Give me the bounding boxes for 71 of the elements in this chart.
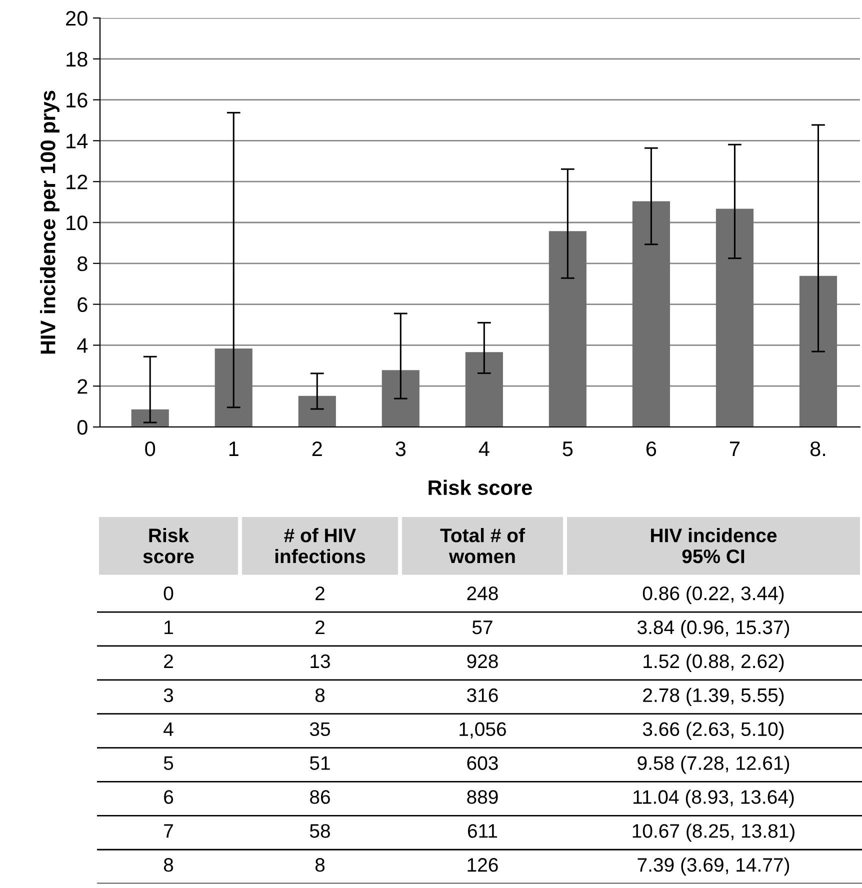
text: 86 [310,790,330,804]
bar [382,370,420,427]
text: 0.86 (0.22, 3.44) [642,586,784,604]
text: 9.58 (7.28, 12.61) [638,756,790,774]
text: 51 [310,756,330,770]
text: 126 [468,858,498,872]
text: Total # of women [440,528,526,564]
text: 57 [472,620,492,634]
bar [632,201,670,427]
text: 8 [315,858,325,872]
text: 58 [310,824,330,838]
y-axis-title: HIV incidence per 100 prys [40,90,60,354]
text: # of HIV infections [275,528,366,564]
text: 3 [164,688,174,702]
y-tick-label: 18 [66,52,88,67]
text: 10.67 (8.25, 13.81) [632,824,794,842]
text: 7 [164,824,173,838]
text: 1 [164,620,173,634]
text: 316 [467,688,498,702]
x-tick-label: 0 [145,441,156,456]
text: 3.84 (0.96, 15.37) [637,620,790,638]
y-tick-label: 2 [78,379,88,394]
x-tick-label: 8. [810,441,826,456]
bar [716,208,754,427]
y-tick-label: 20 [66,11,88,26]
text: 603 [467,756,498,770]
y-tick-label: 4 [77,338,88,353]
text: Risk score [143,528,194,564]
text: 1.52 (0.88, 2.62) [644,654,784,672]
x-tick-label: 3 [396,441,406,456]
text: 11.04 (8.93, 13.64) [634,790,794,808]
text: 2 [164,654,173,668]
text: 2 [316,586,324,600]
y-tick-label: 16 [66,92,88,108]
x-tick-label: 4 [478,442,490,456]
text: 248 [467,586,498,600]
x-tick-label: 6 [646,441,656,456]
text: 0 [164,586,174,600]
text: 13 [310,654,330,668]
text: HIV incidence 95% CI [651,528,777,564]
text: 35 [310,722,330,736]
y-tick-label: 12 [66,174,88,190]
text: 611 [468,824,498,838]
bar [131,409,169,427]
y-tick-label: 0 [77,420,88,435]
text: 5 [164,756,174,770]
text: 4 [164,722,174,736]
bar [214,348,252,427]
bar [799,276,838,427]
bar [465,352,503,427]
y-tick-label: 10 [66,216,88,230]
text: 2 [316,620,324,634]
y-tick-label: 6 [78,297,88,312]
text: 928 [467,654,498,668]
text: 889 [467,790,498,804]
x-tick-label: 7 [730,442,740,456]
x-axis-title: Risk score [428,480,532,496]
text: 2.78 (1.39, 5.55) [643,688,784,706]
x-tick-label: 1 [229,442,238,456]
text: 8 [164,858,174,872]
bar [298,396,336,427]
x-tick-label: 2 [312,441,322,456]
text: 3.66 (2.63, 5.10) [642,722,784,740]
text: 1,056 [460,722,506,738]
bar [548,231,586,427]
text: 8 [315,688,325,702]
y-tick-label: 14 [66,134,88,148]
x-tick-label: 5 [562,442,573,456]
text: 7.39 (3.69, 14.77) [638,858,790,876]
text: 6 [164,790,174,804]
y-tick-label: 8 [78,256,88,272]
